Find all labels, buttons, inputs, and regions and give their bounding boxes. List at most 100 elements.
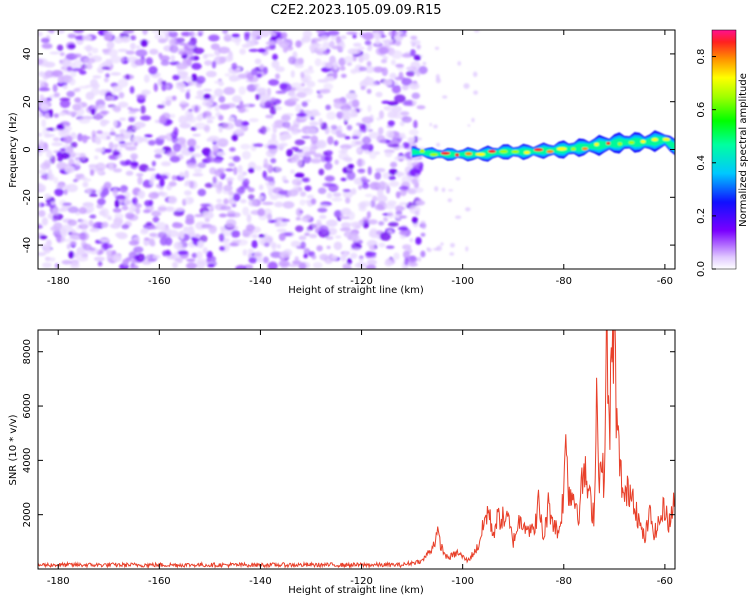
noise-speckle <box>105 73 110 78</box>
colorbar-tick-label: 0.0 <box>696 261 707 277</box>
noise-speckle <box>203 93 212 100</box>
noise-speckle <box>108 141 114 150</box>
spectrogram-panel: -180 -160 -140 -120 -100 -80 -60 -40 -20 0 20 40 H… <box>8 29 676 296</box>
noise-speckle <box>134 203 142 208</box>
noise-speckle <box>53 176 59 184</box>
noise-speckle <box>127 130 133 134</box>
noise-speckle <box>348 232 359 241</box>
noise-speckle <box>299 191 307 197</box>
noise-speckle <box>161 192 168 198</box>
noise-speckle <box>103 32 113 41</box>
noise-speckle <box>166 251 172 256</box>
noise-speckle <box>276 244 281 249</box>
noise-speckle <box>218 213 227 218</box>
noise-speckle <box>217 185 224 191</box>
noise-speckle <box>260 125 267 135</box>
noise-speckle <box>38 252 47 257</box>
noise-speckle <box>340 177 347 182</box>
noise-speckle <box>248 118 259 123</box>
noise-speckle <box>183 45 189 51</box>
noise-speckle <box>303 253 308 259</box>
noise-speckle <box>161 80 167 85</box>
figure-title: C2E2.2023.105.09.09.R15 <box>270 3 441 18</box>
noise-speckle <box>351 136 360 140</box>
noise-speckle <box>420 232 426 237</box>
noise-speckle <box>52 137 60 142</box>
noise-speckle <box>188 225 194 231</box>
noise-speckle <box>282 201 295 209</box>
noise-speckle <box>331 197 343 202</box>
noise-speckle <box>113 36 124 44</box>
noise-speckle <box>188 146 196 153</box>
noise-speckle <box>312 113 317 117</box>
signal-hotspot <box>662 137 671 141</box>
noise-speckle <box>214 169 225 177</box>
noise-speckle <box>43 245 51 254</box>
noise-speckle <box>88 219 94 227</box>
noise-speckle <box>294 63 304 69</box>
noise-speckle <box>138 164 149 172</box>
noise-speckle <box>71 67 83 72</box>
noise-speckle <box>256 73 263 78</box>
noise-speckle <box>203 88 212 92</box>
noise-speckle <box>97 104 106 111</box>
noise-speckle <box>43 61 56 68</box>
noise-speckle <box>152 254 161 259</box>
noise-speckle <box>409 82 420 90</box>
noise-speckle <box>264 100 277 109</box>
noise-speckle <box>62 184 71 190</box>
noise-speckle <box>59 99 71 109</box>
noise-speckle <box>247 187 255 193</box>
noise-speckle <box>204 182 214 188</box>
noise-speckle <box>301 76 309 83</box>
x-tick-label: -160 <box>148 276 171 287</box>
noise-speckle <box>66 243 71 250</box>
noise-speckle <box>329 40 335 49</box>
noise-speckle <box>41 119 47 128</box>
noise-speckle <box>239 100 244 108</box>
noise-speckle <box>326 192 333 199</box>
noise-speckle <box>295 225 304 232</box>
signal-hotspot <box>571 147 576 151</box>
noise-speckle <box>73 30 85 34</box>
noise-speckle <box>121 205 129 211</box>
noise-speckle <box>197 240 205 249</box>
noise-speckle <box>280 32 288 39</box>
noise-speckle <box>104 58 113 67</box>
noise-speckle <box>333 61 339 70</box>
spectrogram-noise <box>38 30 480 269</box>
colorbar-label: Normalized spectral amplitude <box>738 73 749 227</box>
noise-speckle <box>38 210 46 217</box>
noise-speckle <box>234 119 244 128</box>
noise-speckle <box>194 167 202 174</box>
noise-speckle <box>274 201 284 208</box>
noise-speckle <box>131 198 137 204</box>
noise-speckle <box>218 114 224 121</box>
noise-speckle <box>412 100 417 105</box>
noise-speckle <box>259 93 271 103</box>
noise-speckle <box>115 232 126 238</box>
noise-speckle <box>158 135 167 140</box>
noise-speckle <box>291 130 299 135</box>
noise-speckle <box>262 30 272 33</box>
noise-speckle <box>253 251 263 260</box>
noise-speckle <box>217 138 229 148</box>
noise-speckle <box>471 117 475 123</box>
noise-speckle <box>52 216 58 222</box>
noise-speckle <box>80 63 88 70</box>
noise-speckle <box>245 103 250 109</box>
noise-speckle <box>68 77 76 86</box>
noise-speckle <box>95 113 101 121</box>
noise-speckle <box>231 33 240 38</box>
noise-speckle <box>223 198 229 205</box>
x-tick-label: -80 <box>556 276 572 287</box>
noise-speckle <box>123 142 134 146</box>
noise-speckle <box>327 30 340 36</box>
noise-speckle <box>237 173 245 182</box>
noise-speckle <box>473 90 478 95</box>
noise-speckle <box>396 171 402 178</box>
noise-speckle <box>153 82 158 92</box>
noise-speckle <box>157 204 167 213</box>
noise-speckle <box>253 83 259 89</box>
noise-speckle <box>39 82 45 87</box>
